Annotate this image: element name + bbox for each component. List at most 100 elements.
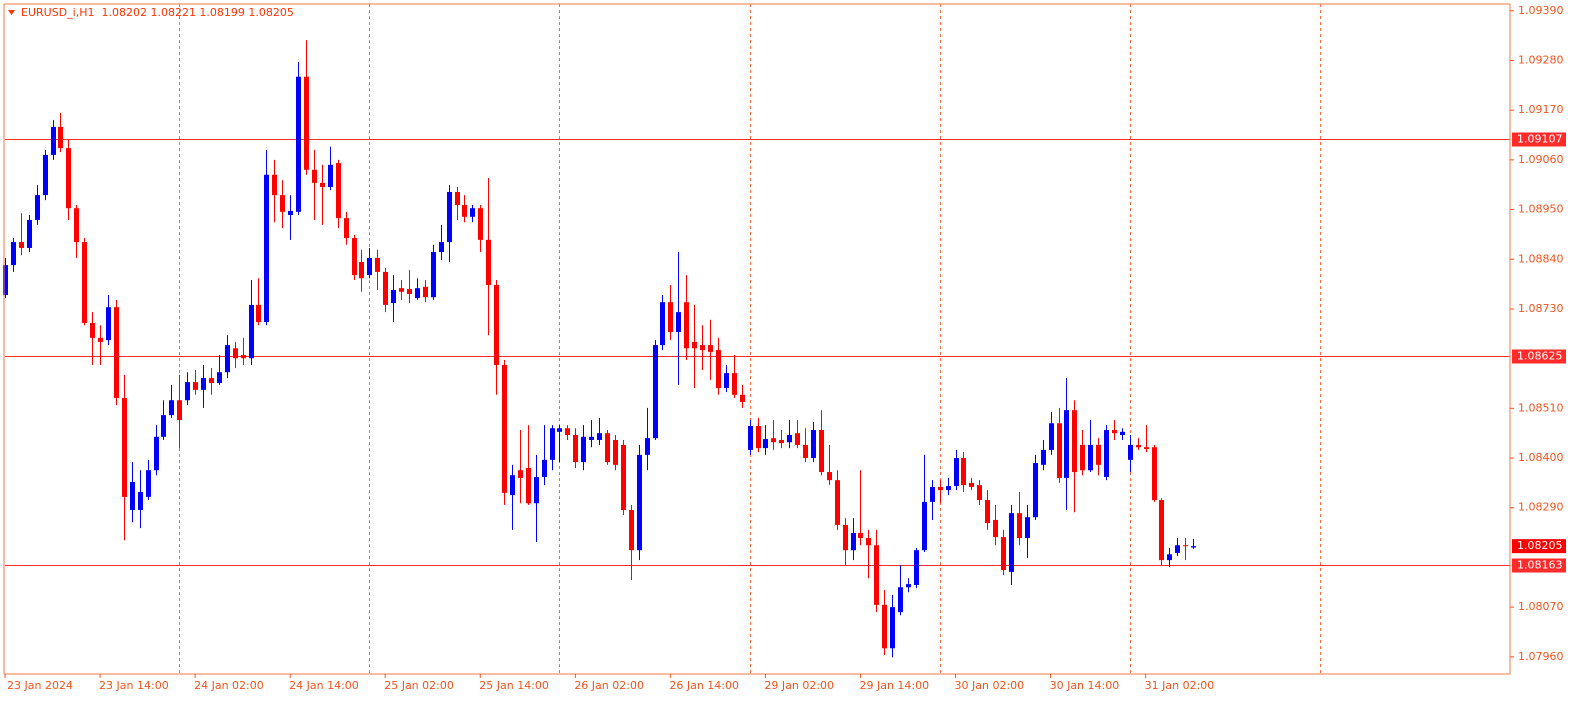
candle-body — [455, 191, 460, 206]
candle-layer — [3, 40, 1196, 658]
candle-body — [280, 195, 285, 212]
candle-body — [969, 482, 974, 487]
candle-body — [391, 289, 396, 304]
title-arrow — [8, 10, 15, 15]
candle-body — [3, 265, 8, 295]
candle-body — [660, 302, 665, 346]
candle-body — [1159, 500, 1164, 561]
candle-body — [779, 439, 784, 444]
candle-body — [256, 304, 261, 323]
candle-body — [874, 545, 879, 605]
candle-body — [756, 425, 761, 449]
x-tick-label: 29 Jan 14:00 — [859, 679, 929, 692]
y-tick-label: 1.08730 — [1518, 302, 1564, 315]
candle-body — [98, 337, 103, 342]
y-tick-label: 1.09170 — [1518, 103, 1564, 116]
candle-body — [367, 257, 372, 276]
candle-body — [961, 458, 966, 486]
candle-body — [668, 302, 673, 332]
candle-body — [882, 604, 887, 649]
candle-body — [217, 372, 222, 384]
candle-body — [177, 400, 182, 421]
candle-body — [352, 238, 357, 276]
candle-body — [74, 208, 79, 243]
y-tick-label: 1.08510 — [1518, 401, 1564, 414]
candle-body — [138, 491, 143, 511]
candle-body — [106, 307, 111, 341]
candle-body — [1152, 447, 1157, 501]
candle-body — [1112, 430, 1117, 434]
candle-body — [597, 433, 602, 440]
candle-body — [843, 524, 848, 551]
candle-body — [431, 252, 436, 298]
candle-body — [922, 501, 927, 551]
candle-body — [518, 470, 523, 478]
candle-body — [486, 239, 491, 286]
candle-body — [51, 126, 56, 155]
candle-body — [930, 486, 935, 502]
candle-body — [447, 191, 452, 243]
x-tick-label: 24 Jan 14:00 — [289, 679, 359, 692]
candle-body — [225, 345, 230, 373]
x-tick-label: 23 Jan 2024 — [7, 679, 73, 692]
candle-body — [526, 467, 531, 504]
chart-title: EURUSD_i,H1 1.08202 1.08221 1.08199 1.08… — [21, 6, 294, 19]
candle-body — [573, 435, 578, 463]
candle-body — [35, 195, 40, 220]
candle-body — [898, 587, 903, 613]
candle-body — [906, 584, 911, 588]
candle-body — [146, 470, 151, 497]
candle-body — [43, 154, 48, 196]
candle-body — [502, 364, 507, 493]
candle-body — [803, 444, 808, 459]
candle-body — [19, 242, 24, 248]
candle-body — [209, 378, 214, 384]
candle-body — [1072, 410, 1077, 473]
candle-body — [510, 475, 515, 496]
candle-body — [692, 341, 697, 349]
candle-body — [811, 430, 816, 459]
candle-body — [1080, 444, 1085, 471]
x-tick-label: 31 Jan 02:00 — [1145, 679, 1215, 692]
candle-body — [708, 345, 713, 352]
candle-body — [1049, 423, 1054, 450]
candle-body — [11, 242, 16, 266]
candle-body — [914, 550, 919, 585]
candle-body — [1128, 444, 1133, 460]
level-tag-label: 1.08163 — [1517, 559, 1563, 572]
candle-body — [193, 382, 198, 390]
candle-body — [122, 397, 127, 497]
candle-body — [946, 486, 951, 491]
candle-body — [550, 428, 555, 460]
candle-body — [771, 438, 776, 443]
candle-body — [58, 126, 63, 149]
candle-body — [130, 481, 135, 511]
candle-body — [637, 454, 642, 551]
candle-body — [1041, 449, 1046, 465]
candle-body — [605, 433, 610, 463]
candle-body — [676, 312, 681, 332]
x-tick-label: 30 Jan 14:00 — [1050, 679, 1120, 692]
candle-body — [90, 322, 95, 338]
candle-body — [470, 208, 475, 217]
candle-body — [185, 382, 190, 401]
candle-body — [114, 307, 119, 398]
candle-body — [748, 425, 753, 450]
candle-body — [534, 477, 539, 504]
candle-body — [1001, 537, 1006, 571]
candle-body — [1025, 517, 1030, 539]
candle-body — [787, 435, 792, 443]
candle-body — [375, 257, 380, 272]
candle-body — [716, 350, 721, 389]
y-tick-label: 1.08400 — [1518, 451, 1564, 464]
candle-body — [288, 210, 293, 215]
level-tag — [1512, 132, 1566, 147]
candle-body — [312, 169, 317, 183]
y-tick-label: 1.08950 — [1518, 203, 1564, 216]
candle-body — [336, 163, 341, 219]
candle-body — [320, 182, 325, 187]
candle-body — [161, 415, 166, 437]
candle-body — [1064, 410, 1069, 478]
